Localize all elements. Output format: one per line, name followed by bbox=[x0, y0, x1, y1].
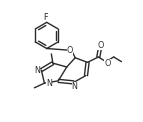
Text: N: N bbox=[35, 66, 40, 75]
Text: O: O bbox=[67, 46, 73, 55]
Text: F: F bbox=[44, 13, 48, 22]
Text: N: N bbox=[72, 82, 77, 91]
Text: O: O bbox=[104, 59, 111, 68]
Text: N: N bbox=[46, 79, 52, 88]
Text: O: O bbox=[97, 41, 104, 50]
